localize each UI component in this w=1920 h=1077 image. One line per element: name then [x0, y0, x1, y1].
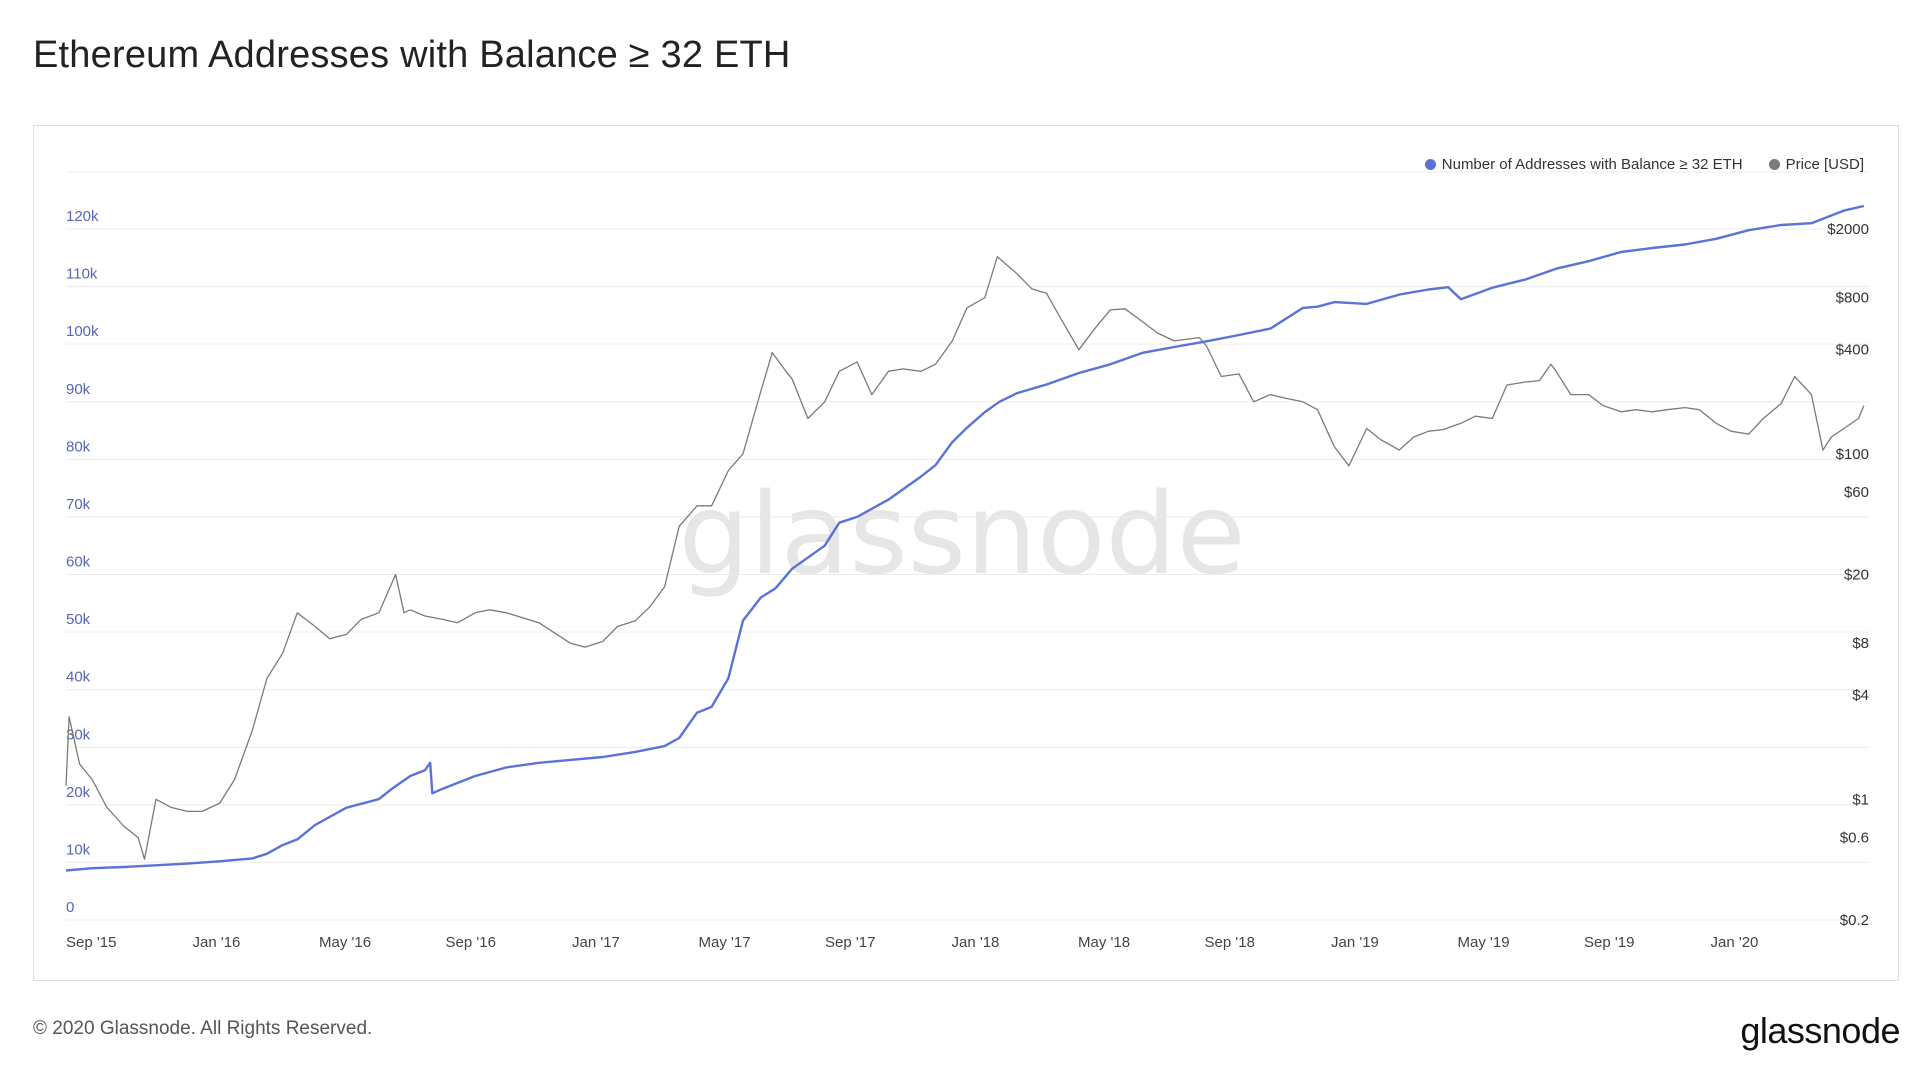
series-line-price [65, 256, 1865, 860]
legend-item-addresses[interactable]: Number of Addresses with Balance ≥ 32 ET… [1424, 156, 1743, 173]
right-tick-label: $4 [1852, 687, 1869, 704]
right-tick-label: $0.6 [1840, 830, 1869, 847]
right-tick-label: $60 [1844, 484, 1869, 501]
right-tick-label: $800 [1836, 290, 1869, 307]
legend-dot-addresses-icon [1424, 159, 1436, 170]
x-tick-label: Jan '16 [193, 934, 241, 951]
glassnode-logo[interactable]: glassnode [1740, 1010, 1900, 1051]
x-tick-label: Jan '17 [572, 934, 620, 951]
left-tick-label: 60k [66, 554, 91, 571]
chart-frame: glassnode 0 10k 20k 30k 40k 50k 60k 70k 80k 90k 10… [33, 125, 1899, 981]
left-tick-label: 110k [66, 266, 98, 283]
left-tick-label: 30k [66, 726, 91, 743]
left-tick-label: 100k [66, 323, 99, 340]
footer-copyright: © 2020 Glassnode. All Rights Reserved. [33, 1018, 373, 1039]
left-tick-label: 50k [66, 611, 91, 628]
x-tick-label: Jan '18 [952, 934, 1000, 951]
left-tick-label: 20k [66, 784, 91, 801]
left-tick-label: 80k [66, 438, 91, 455]
right-tick-label: $0.2 [1840, 912, 1869, 929]
x-tick-label: Sep '16 [446, 934, 496, 951]
left-tick-label: 0 [66, 899, 74, 916]
right-tick-label: $400 [1836, 342, 1869, 359]
legend-dot-price-icon [1768, 159, 1780, 170]
x-tick-label: Jan '20 [1711, 934, 1759, 951]
left-axis-ticks: 0 10k 20k 30k 40k 50k 60k 70k 80k 90k 100k 110k 120k [66, 208, 99, 916]
left-tick-label: 70k [66, 496, 91, 513]
right-tick-label: $100 [1836, 446, 1869, 463]
series-line-addresses [65, 204, 1865, 872]
right-tick-label: $20 [1844, 567, 1869, 584]
left-tick-label: 120k [66, 208, 99, 225]
x-axis-ticks: Sep '15 Jan '16 May '16 Sep '16 Jan '17 May '… [66, 934, 1758, 951]
left-tick-label: 10k [66, 841, 91, 858]
x-tick-label: Sep '18 [1205, 934, 1255, 951]
right-tick-label: $2000 [1827, 221, 1869, 238]
right-tick-label: $1 [1852, 791, 1869, 808]
chart-svg: glassnode 0 10k 20k 30k 40k 50k 60k 70k 80k 90k 10… [65, 171, 1869, 951]
x-tick-label: May '16 [319, 934, 371, 951]
x-tick-label: May '17 [699, 934, 751, 951]
legend-item-price[interactable]: Price [USD] [1768, 156, 1864, 173]
legend-label-price: Price [USD] [1785, 156, 1864, 173]
left-tick-label: 40k [66, 669, 91, 686]
x-tick-label: May '18 [1078, 934, 1130, 951]
x-tick-label: Sep '15 [66, 934, 116, 951]
right-axis-ticks: $0.2 $0.6 $1 $4 $8 $20 $60 $100 $400 $800 $2000 [1827, 221, 1869, 929]
x-tick-label: Sep '17 [825, 934, 875, 951]
legend-label-addresses: Number of Addresses with Balance ≥ 32 ET… [1441, 156, 1743, 173]
gridlines [66, 171, 1869, 921]
chart-legend: Number of Addresses with Balance ≥ 32 ET… [1424, 156, 1864, 173]
x-tick-label: May '19 [1458, 934, 1510, 951]
right-tick-label: $8 [1852, 635, 1869, 652]
x-tick-label: Sep '19 [1584, 934, 1634, 951]
page-title: Ethereum Addresses with Balance ≥ 32 ETH [33, 34, 791, 76]
series-layer [65, 204, 1865, 872]
left-tick-label: 90k [66, 381, 91, 398]
x-tick-label: Jan '19 [1331, 934, 1379, 951]
chart-watermark: glassnode [678, 470, 1245, 600]
